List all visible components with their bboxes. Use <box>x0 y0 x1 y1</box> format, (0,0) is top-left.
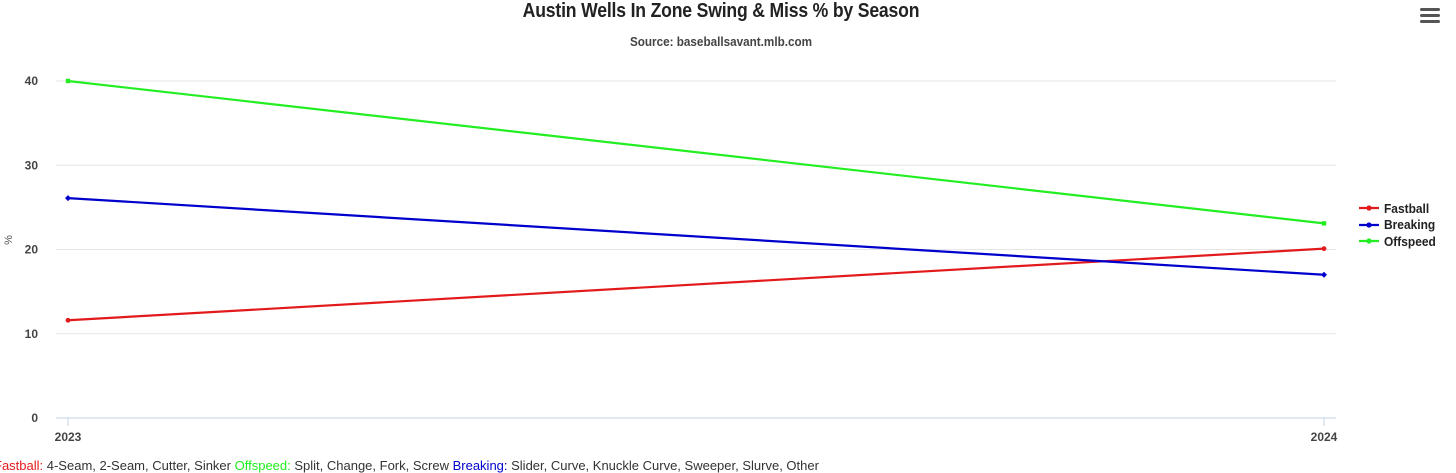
caption-segment: Slider, Curve, Knuckle Curve, Sweeper, S… <box>507 458 819 473</box>
series-line-fastball <box>67 247 1325 322</box>
legend-label: Offspeed <box>1384 233 1436 249</box>
legend-swatch-fastball <box>1359 205 1379 211</box>
chart-title: Austin Wells In Zone Swing & Miss % by S… <box>522 0 920 22</box>
y-tick-label: 10 <box>25 327 39 341</box>
y-tick-label: 40 <box>25 74 39 88</box>
caption-segment: Offspeed: <box>234 458 291 473</box>
data-point-fastball <box>65 317 71 323</box>
caption-segment: Fastball: <box>0 458 44 473</box>
chart-legend: Fastball Breaking Offspeed <box>1358 200 1440 250</box>
caption-segment: 4-Seam, 2-Seam, Cutter, Sinker <box>43 458 235 473</box>
pitch-group-caption: Fastball: 4-Seam, 2-Seam, Cutter, Sinker… <box>0 458 819 473</box>
legend-item-breaking[interactable]: Breaking <box>1358 217 1440 234</box>
legend-swatch-breaking <box>1359 222 1379 228</box>
x-tick-label: 2023 <box>55 430 82 444</box>
y-tick-label: 20 <box>25 243 39 257</box>
legend-swatch-offspeed <box>1359 238 1379 244</box>
caption-segment: Split, Change, Fork, Screw <box>290 458 453 473</box>
series-line-offspeed <box>67 79 1325 225</box>
legend-item-offspeed[interactable]: Offspeed <box>1358 233 1440 250</box>
data-point-offspeed <box>1321 221 1327 226</box>
chart-subtitle: Source: baseballsavant.mlb.com <box>629 34 813 49</box>
legend-label: Fastball <box>1384 200 1430 216</box>
data-point-fastball <box>1321 246 1327 252</box>
data-point-offspeed <box>65 78 71 84</box>
hamburger-menu-icon[interactable] <box>1420 8 1442 26</box>
y-tick-label: 30 <box>25 158 39 172</box>
series-line-breaking <box>67 197 1325 276</box>
y-tick-label: 0 <box>31 411 38 425</box>
legend-label: Breaking <box>1384 217 1436 233</box>
data-point-breaking <box>1321 271 1327 278</box>
legend-item-fastball[interactable]: Fastball <box>1358 200 1440 217</box>
data-point-breaking <box>65 195 71 202</box>
y-axis-label: % <box>3 235 15 245</box>
caption-segment: Breaking: <box>452 458 508 473</box>
x-tick-label: 2024 <box>1311 430 1338 444</box>
